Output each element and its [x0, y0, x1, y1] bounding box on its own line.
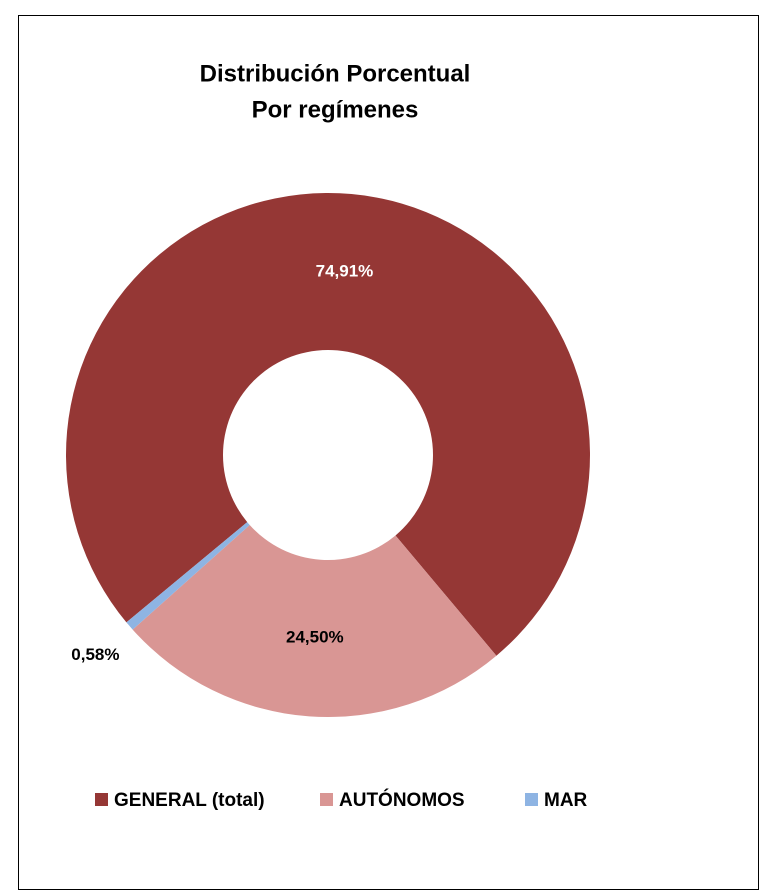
legend-label: MAR — [544, 790, 588, 811]
legend-swatch — [320, 793, 333, 806]
donut-slice — [132, 524, 497, 718]
chart-title: Distribución Porcentual — [200, 60, 471, 87]
legend-label: AUTÓNOMOS — [339, 789, 465, 811]
donut-slice — [126, 522, 250, 630]
legend-swatch — [95, 793, 108, 806]
donut-slice — [65, 193, 590, 656]
data-label: 74,91% — [316, 262, 374, 281]
chart-subtitle: Por regímenes — [252, 96, 419, 123]
legend-label: GENERAL (total) — [114, 790, 265, 811]
data-label: 24,50% — [286, 628, 344, 647]
legend-swatch — [525, 793, 538, 806]
data-label: 0,58% — [71, 645, 119, 664]
